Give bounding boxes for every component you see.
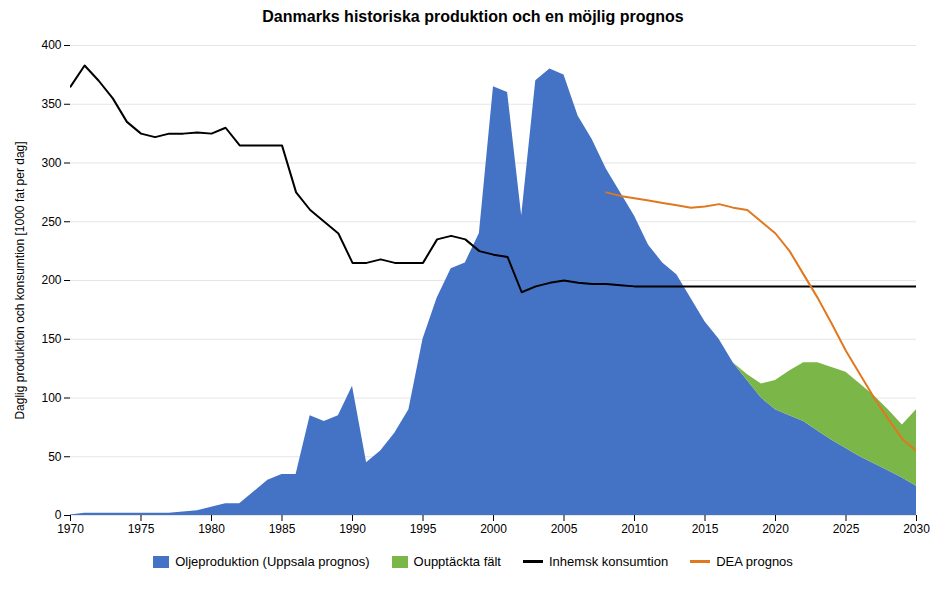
svg-text:1995: 1995	[410, 522, 437, 536]
svg-text:400: 400	[41, 38, 61, 52]
html-text:Inhemsk konsumtion: Inhemsk konsumtion	[549, 554, 669, 569]
svg-text:300: 300	[41, 156, 61, 170]
html-text:Oljeproduktion (Uppsala progno: Oljeproduktion (Uppsala prognos)	[175, 554, 370, 569]
svg-text:2010: 2010	[621, 522, 648, 536]
svg-text:200: 200	[41, 273, 61, 287]
svg-text:2030: 2030	[903, 522, 930, 536]
svg-text:1980: 1980	[198, 522, 225, 536]
html-text:Danmarks historiska produktion: Danmarks historiska produktion och en mö…	[262, 8, 684, 25]
svg-text:Daglig produktion och konsumti: Daglig produktion och konsumtion [1000 f…	[13, 141, 27, 419]
svg-text:2020: 2020	[762, 522, 789, 536]
svg-text:350: 350	[41, 97, 61, 111]
svg-text:100: 100	[41, 391, 61, 405]
svg-text:150: 150	[41, 332, 61, 346]
svg-text:1985: 1985	[269, 522, 296, 536]
svg-text:50: 50	[48, 450, 62, 464]
svg-text:1970: 1970	[57, 522, 84, 536]
svg-text:0: 0	[55, 508, 62, 522]
html-text:Oupptäckta fält: Oupptäckta fält	[413, 554, 501, 569]
html-text:DEA prognos: DEA prognos	[716, 554, 793, 569]
svg-text:2000: 2000	[480, 522, 507, 536]
svg-text:1975: 1975	[128, 522, 155, 536]
svg-text:2005: 2005	[551, 522, 578, 536]
svg-text:1990: 1990	[339, 522, 366, 536]
svg-text:2015: 2015	[692, 522, 719, 536]
svg-text:250: 250	[41, 215, 61, 229]
svg-text:2025: 2025	[833, 522, 860, 536]
